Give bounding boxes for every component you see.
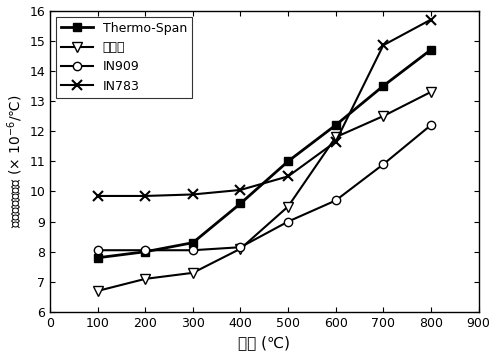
Thermo-Span <box>142 250 148 254</box>
IN783 <box>428 17 434 22</box>
IN909 <box>285 219 291 224</box>
Line: IN783: IN783 <box>93 15 436 201</box>
IN783 <box>285 174 291 178</box>
IN783 <box>190 192 196 197</box>
新合金 <box>95 289 101 293</box>
新合金 <box>190 271 196 275</box>
X-axis label: 温度 (℃): 温度 (℃) <box>238 335 290 350</box>
Y-axis label: 平均线膨胀系数 (× 10$^{-6}$/℃): 平均线膨胀系数 (× 10$^{-6}$/℃) <box>5 94 25 228</box>
IN783 <box>380 43 386 47</box>
新合金 <box>238 247 244 251</box>
IN909 <box>380 162 386 167</box>
Thermo-Span <box>285 159 291 163</box>
Legend: Thermo-Span, 新合金, IN909, IN783: Thermo-Span, 新合金, IN909, IN783 <box>57 17 192 98</box>
Line: Thermo-Span: Thermo-Span <box>94 46 435 262</box>
IN909 <box>333 198 339 203</box>
新合金 <box>285 204 291 209</box>
IN783 <box>142 194 148 198</box>
新合金 <box>333 135 339 139</box>
新合金 <box>142 277 148 281</box>
IN909 <box>190 248 196 252</box>
IN909 <box>95 248 101 252</box>
Thermo-Span <box>238 201 244 206</box>
IN783 <box>333 140 339 144</box>
Thermo-Span <box>333 123 339 127</box>
IN909 <box>238 245 244 249</box>
新合金 <box>380 114 386 118</box>
IN783 <box>95 194 101 198</box>
Thermo-Span <box>190 241 196 245</box>
Line: 新合金: 新合金 <box>93 87 436 296</box>
Thermo-Span <box>428 48 434 52</box>
Line: IN909: IN909 <box>94 121 435 255</box>
IN783 <box>238 188 244 192</box>
Thermo-Span <box>95 256 101 260</box>
IN909 <box>428 123 434 127</box>
IN909 <box>142 248 148 252</box>
Thermo-Span <box>380 84 386 88</box>
新合金 <box>428 90 434 94</box>
